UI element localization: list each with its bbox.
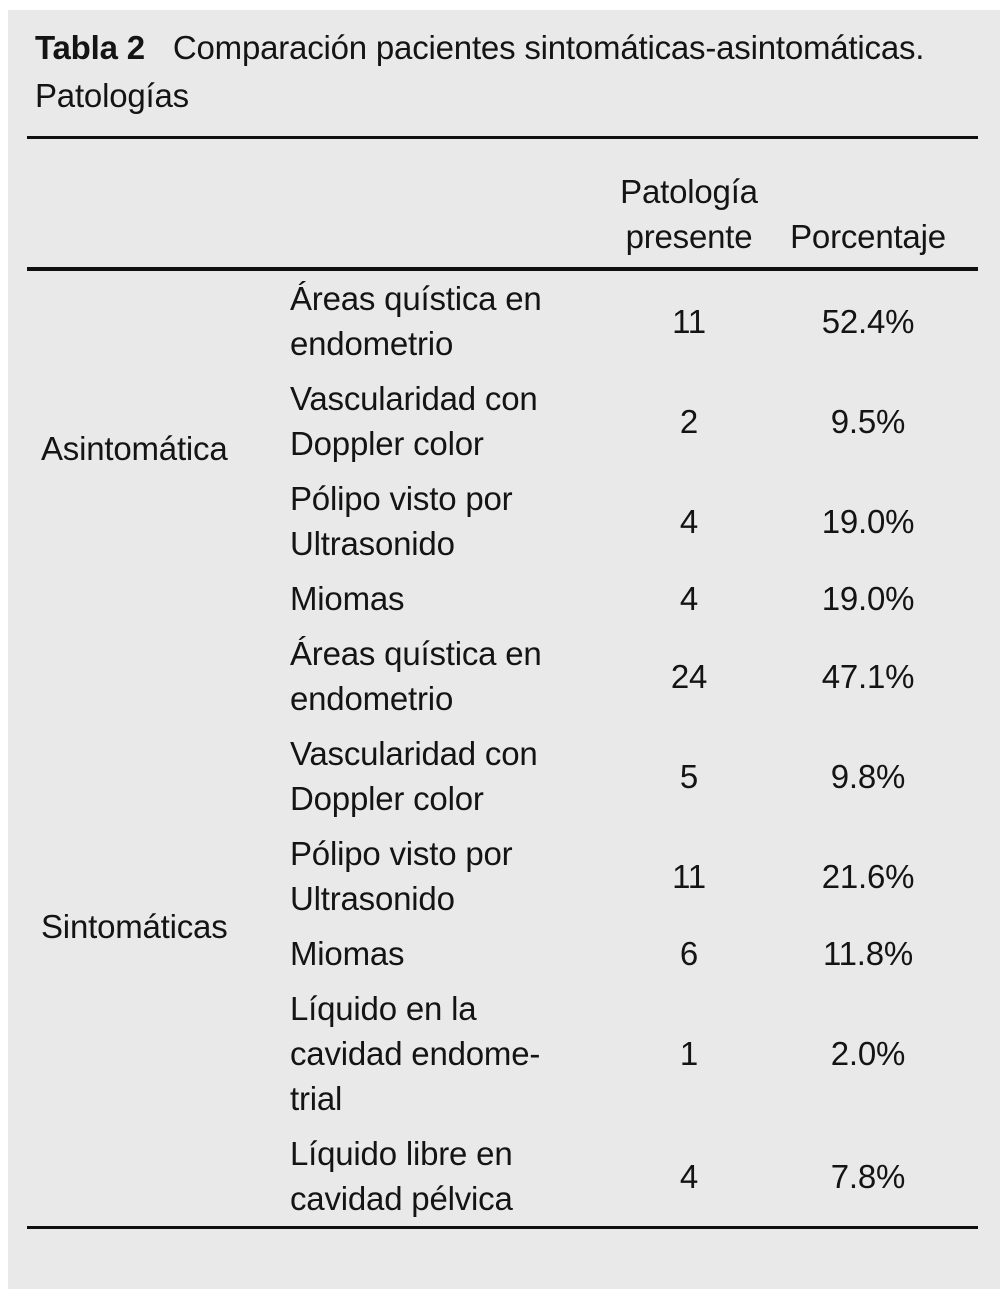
percentage-cell: 9.5% [830, 402, 906, 440]
table-row: Pólipo visto por Ultrasonido 4 19.0% [27, 471, 978, 571]
present-count-cell: 4 [679, 580, 699, 617]
present-count-cell: 2 [679, 402, 699, 440]
pathology-text: Líquido en la cavidad endome-trial [290, 990, 541, 1117]
present-count-cell: 4 [679, 502, 699, 540]
table-row: Líquido en la cavidad endome-trial 1 2.0… [27, 981, 978, 1126]
pathology-cell: Miomas [290, 571, 620, 626]
pathology-text: Líquido libre en cavidad pélvica [290, 1135, 513, 1217]
percentage-cell: 7.8% [830, 1157, 906, 1195]
header-empty-group-cell [27, 137, 290, 271]
present-count-cell: 6 [679, 935, 699, 972]
table-body: Asintomática Áreas quística en endometri… [27, 269, 978, 1228]
pathology-cell: Líquido libre en cavidad pélvica [290, 1126, 620, 1228]
table-head: Patología presente Porcentaje [27, 137, 978, 271]
table-number-label: Tabla 2 [35, 29, 145, 66]
pathology-text: Pólipo visto por Ultrasonido [290, 480, 513, 562]
percentage-cell: 2.0% [830, 1035, 906, 1072]
pathology-text: Vascularidad con Doppler color [290, 380, 538, 462]
pathology-text: Áreas quística en endometrio [290, 635, 542, 717]
pathology-cell: Pólipo visto por Ultrasonido [290, 826, 620, 926]
pathology-cell: Pólipo visto por Ultrasonido [290, 471, 620, 571]
table-row: Vascularidad con Doppler color 2 9.5% [27, 371, 978, 471]
pathology-cell: Áreas quística en endometrio [290, 626, 620, 726]
percentage-cell: 21.6% [821, 857, 915, 895]
table-row: Miomas 6 11.8% [27, 926, 978, 981]
table-caption-text: Comparación pacientes sintomáticas-asint… [35, 29, 925, 114]
present-count-cell: 5 [679, 757, 699, 795]
percentage-cell: 11.8% [822, 935, 914, 972]
present-count-cell: 11 [672, 857, 706, 895]
present-count-cell: 24 [670, 657, 708, 695]
percentage-cell: 47.1% [821, 657, 915, 695]
group-label-sintomaticas: Sintomáticas [41, 907, 228, 945]
table-panel: Tabla 2 Comparación pacientes sintomática… [8, 10, 1000, 1289]
pathology-text: Miomas [290, 935, 405, 972]
header-patologia-presente: Patología presente [620, 137, 758, 271]
table-row: Vascularidad con Doppler color 5 9.8% [27, 726, 978, 826]
table-row: Miomas 4 19.0% [27, 571, 978, 626]
table-content: Tabla 2 Comparación pacientes sintomática… [8, 10, 1000, 1229]
percentage-cell: 52.4% [821, 302, 915, 340]
pathology-cell: Miomas [290, 926, 620, 981]
header-row: Patología presente Porcentaje [27, 137, 978, 271]
pathology-cell: Vascularidad con Doppler color [290, 726, 620, 826]
table-row: Pólipo visto por Ultrasonido 11 21.6% [27, 826, 978, 926]
table-caption: Tabla 2 Comparación pacientes sintomática… [27, 24, 978, 120]
pathology-cell: Líquido en la cavidad endome-trial [290, 981, 620, 1126]
present-count-cell: 4 [679, 1157, 699, 1195]
header-empty-pathology-cell [290, 137, 620, 271]
percentage-cell: 9.8% [830, 757, 906, 795]
table-row: Sintomáticas Áreas quística en endometri… [27, 626, 978, 945]
percentage-cell: 19.0% [821, 580, 915, 617]
pathology-text: Pólipo visto por Ultrasonido [290, 835, 513, 917]
pathology-cell: Vascularidad con Doppler color [290, 371, 620, 471]
present-count-cell: 11 [672, 302, 706, 340]
present-count-cell: 1 [679, 1035, 699, 1072]
table-row: Líquido libre en cavidad pélvica 4 7.8% [27, 1126, 978, 1228]
pathology-text: Vascularidad con Doppler color [290, 735, 538, 817]
table-row: Asintomática Áreas quística en endometri… [27, 269, 978, 467]
pathology-cell: Áreas quística en endometrio [290, 269, 620, 371]
group-label-asintomatica: Asintomática [41, 430, 228, 467]
pathology-text: Miomas [290, 580, 405, 617]
patologias-table: Patología presente Porcentaje Asintomáti… [27, 136, 978, 1229]
header-porcentaje: Porcentaje [758, 137, 978, 271]
pathology-text: Áreas quística en endometrio [290, 280, 542, 362]
percentage-cell: 19.0% [821, 502, 915, 540]
